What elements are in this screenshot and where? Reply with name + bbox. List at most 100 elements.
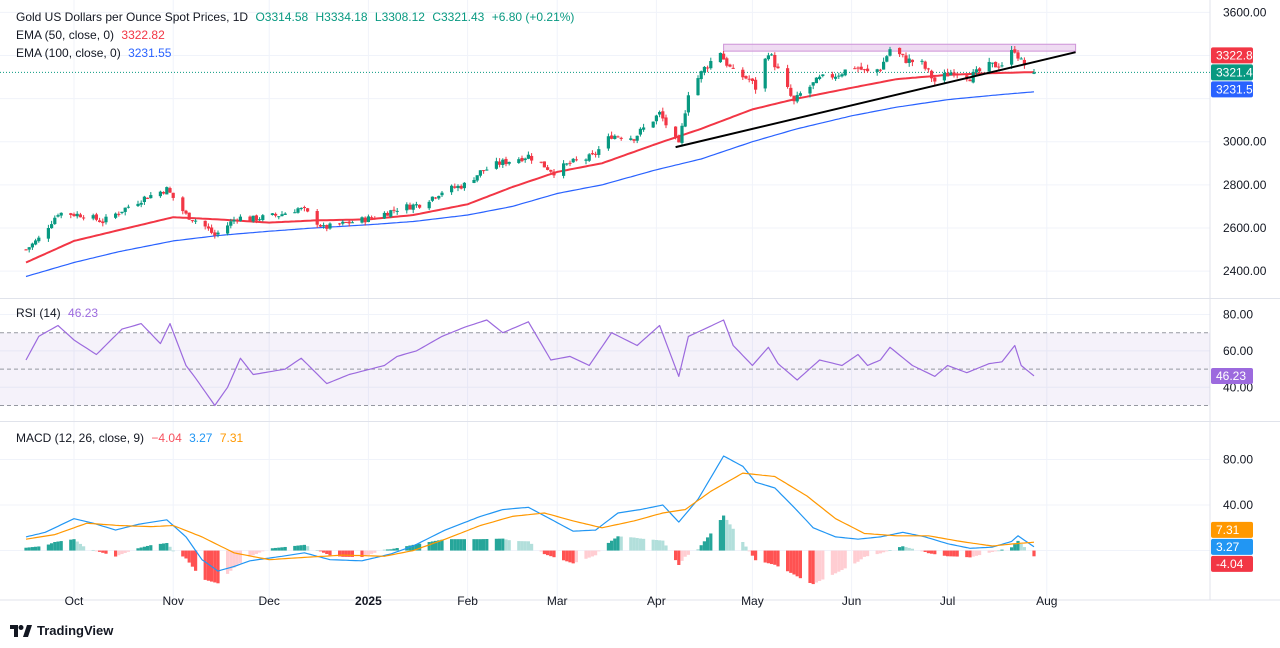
tradingview-logo[interactable]: TradingView [10,623,113,638]
macd-histogram-bar [59,541,63,551]
candle-body [798,93,802,96]
macd-hist-value: 7.31 [219,431,244,445]
candle-body [280,214,284,217]
macd-histogram-bar [933,550,937,555]
macd-histogram-bar [856,550,860,562]
macd-histogram-bar [552,550,556,558]
candle-body [162,192,166,194]
candle-body [766,55,770,60]
rsi-legend[interactable]: RSI (14) 46.23 [16,304,102,322]
macd-histogram-bar [942,550,946,556]
candle-body [258,219,262,221]
macd-label: MACD (12, 26, close, 9) [16,431,145,445]
candle-body [722,53,726,60]
macd-histogram-bar [142,546,146,551]
macd-legend[interactable]: MACD (12, 26, close, 9) −4.04 3.27 7.31 [16,429,247,447]
candle-body [546,167,550,170]
macd-histogram-bar [139,547,143,551]
rsi-label: RSI (14) [16,306,61,320]
macd-histogram-bar [296,545,300,551]
candle-body [930,70,934,79]
candle-body [101,221,105,224]
candle-body [754,79,758,90]
candle-body [24,249,28,251]
macd-histogram-bar [158,543,162,551]
tradingview-logo-text: TradingView [37,623,114,638]
candle-body [46,228,50,239]
price-tick-label: 2400.00 [1223,264,1267,278]
macd-histogram-bar [91,549,95,551]
macd-histogram-bar [270,548,274,551]
candle-body [459,185,463,189]
candle-body [56,215,60,217]
macd-histogram-bar [949,550,953,557]
candle-body [594,153,598,155]
candle-body [347,221,351,224]
candle-body [946,72,950,77]
candle-body [696,78,700,96]
candle-body [430,196,434,201]
macd-histogram-bar [459,539,463,551]
candle-body [142,196,146,203]
macd-histogram-bar [776,550,780,567]
macd-histogram-bar [494,538,498,551]
ema100-label: EMA (100, close, 0) [16,46,121,60]
candle-body [680,125,684,143]
macd-histogram-bar [840,550,844,571]
price-badge-bg [1211,81,1253,98]
candle-body [606,136,610,149]
macd-histogram-bar [1019,543,1023,551]
macd-badge-bg [1211,555,1253,572]
ema100-legend-row[interactable]: EMA (100, close, 0) 3231.55 [16,44,578,62]
macd-histogram-bar [654,540,658,551]
macd-histogram-bar [293,545,297,551]
macd-histogram-bar [971,550,975,557]
candle-body [360,217,364,223]
candle-body [94,214,98,220]
candle-body [1019,58,1023,60]
macd-histogram-bar [69,539,73,551]
candle-body [1016,52,1020,59]
candle-body [888,49,892,56]
macd-histogram-bar [968,550,972,558]
candle-body [747,78,751,80]
candle-body [741,69,745,78]
macd-histogram-bar [165,543,169,551]
candle-body [299,208,303,210]
macd-histogram-bar [674,550,678,561]
candle-body [728,64,732,67]
ema50-legend-row[interactable]: EMA (50, close, 0) 3322.82 [16,26,578,44]
macd-histogram-bar [1013,544,1017,551]
macd-histogram-bar [408,545,412,551]
ema50-value: 3322.82 [121,28,165,42]
candle-body [136,203,140,207]
rsi-line [25,319,1035,407]
macd-histogram-bar [875,550,879,555]
rsi-badge: 46.23 [1216,369,1246,383]
macd-histogram-bar [248,550,252,557]
candle-body [744,76,748,79]
candle-body [763,58,767,89]
macd-histogram-bar [990,550,994,552]
macd-histogram-bar [520,541,524,551]
candle-body [395,210,399,212]
price-badges-layer: 3322.82 3321.43 3231.55 46.23 7.31 3.27 -4.04 [1211,47,1260,572]
candle-body [942,72,946,81]
candle-body [344,221,348,223]
macd-histogram-bar [766,550,770,564]
ohlc-open: O3314.58 [255,10,309,24]
macd-histogram-bar [530,543,534,551]
macd-histogram-bar [885,550,889,552]
macd-histogram-bar [946,550,950,557]
macd-histogram-bar [754,550,758,561]
candle-body [933,77,937,82]
macd-histogram-bar [120,550,124,555]
candle-body [114,213,118,218]
candle-body [952,72,956,75]
macd-histogram-bar [613,538,617,551]
macd-histogram-bar [30,547,34,551]
candle-body [386,212,390,216]
symbol-title[interactable]: Gold US Dollars per Ounce Spot Prices, 1… [16,10,249,24]
price-tick-label: 3000.00 [1223,135,1267,149]
